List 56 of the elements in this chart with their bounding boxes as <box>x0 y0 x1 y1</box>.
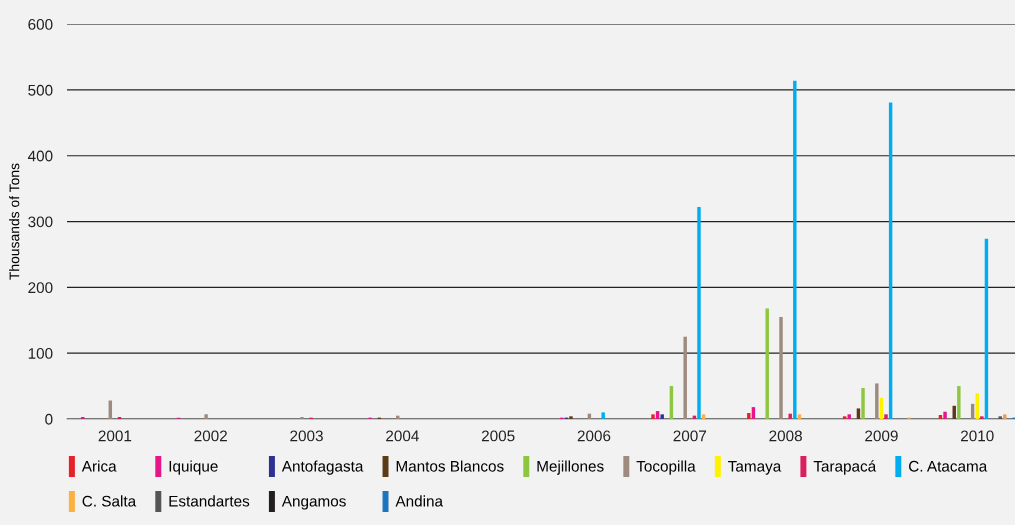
bar <box>957 386 961 419</box>
x-tick-label: 2001 <box>98 430 132 442</box>
legend-label: Estandartes <box>169 495 250 507</box>
bar <box>980 416 984 419</box>
legend-label: Andina <box>395 495 444 507</box>
bar <box>765 308 769 419</box>
bar <box>842 416 847 419</box>
x-tick-label: 2004 <box>386 430 419 442</box>
bar <box>1003 414 1007 419</box>
bar <box>788 413 792 419</box>
bar <box>683 336 687 419</box>
bar <box>861 388 865 419</box>
legend-label: Antofagasta <box>281 460 364 475</box>
bar <box>884 414 888 419</box>
legend-label: Mantos Blancos <box>396 460 504 472</box>
bar <box>797 414 802 419</box>
x-tick-label: 2005 <box>481 430 515 442</box>
y-tick-label: 300 <box>28 216 53 228</box>
bar <box>998 416 1002 419</box>
bar <box>569 416 573 419</box>
y-tick-label: 0 <box>45 413 53 425</box>
bar <box>779 316 783 419</box>
legend-label: Angamos <box>281 495 346 510</box>
y-tick-label: 400 <box>27 150 53 162</box>
bar <box>793 80 797 419</box>
bar <box>651 414 655 419</box>
y-axis-title: Thousands of Tons <box>9 163 20 280</box>
bar <box>601 412 605 419</box>
legend-label: Mejillones <box>537 460 604 475</box>
x-tick-label: 2003 <box>290 430 323 442</box>
y-tick-label: 100 <box>28 348 53 359</box>
legend-label: C. Salta <box>82 495 137 507</box>
bar <box>847 414 851 419</box>
legend-label: Iquique <box>169 460 218 475</box>
bar <box>943 411 947 419</box>
bar <box>701 414 706 419</box>
y-tick-label: 200 <box>28 282 53 294</box>
bar <box>204 414 208 419</box>
x-tick-label: 2009 <box>865 430 898 442</box>
x-tick-label: 2007 <box>673 430 707 442</box>
x-tick-label: 2002 <box>194 430 227 442</box>
legend-label: Tocopilla <box>636 460 696 475</box>
bar <box>697 207 701 419</box>
y-tick-label: 600 <box>28 19 53 30</box>
bar <box>747 413 751 419</box>
y-tick-label: 500 <box>28 84 53 96</box>
legend-label: C. Atacama <box>909 460 988 472</box>
legend-label: Tamaya <box>728 461 782 475</box>
bar <box>856 408 861 419</box>
bar <box>660 414 664 419</box>
x-tick-label: 2010 <box>961 430 994 442</box>
legend-label: Tarapacá <box>813 460 877 475</box>
legend-label: Arica <box>81 460 117 472</box>
bar <box>875 383 879 419</box>
x-tick-label: 2008 <box>769 430 802 442</box>
x-tick-label: 2006 <box>577 430 611 442</box>
